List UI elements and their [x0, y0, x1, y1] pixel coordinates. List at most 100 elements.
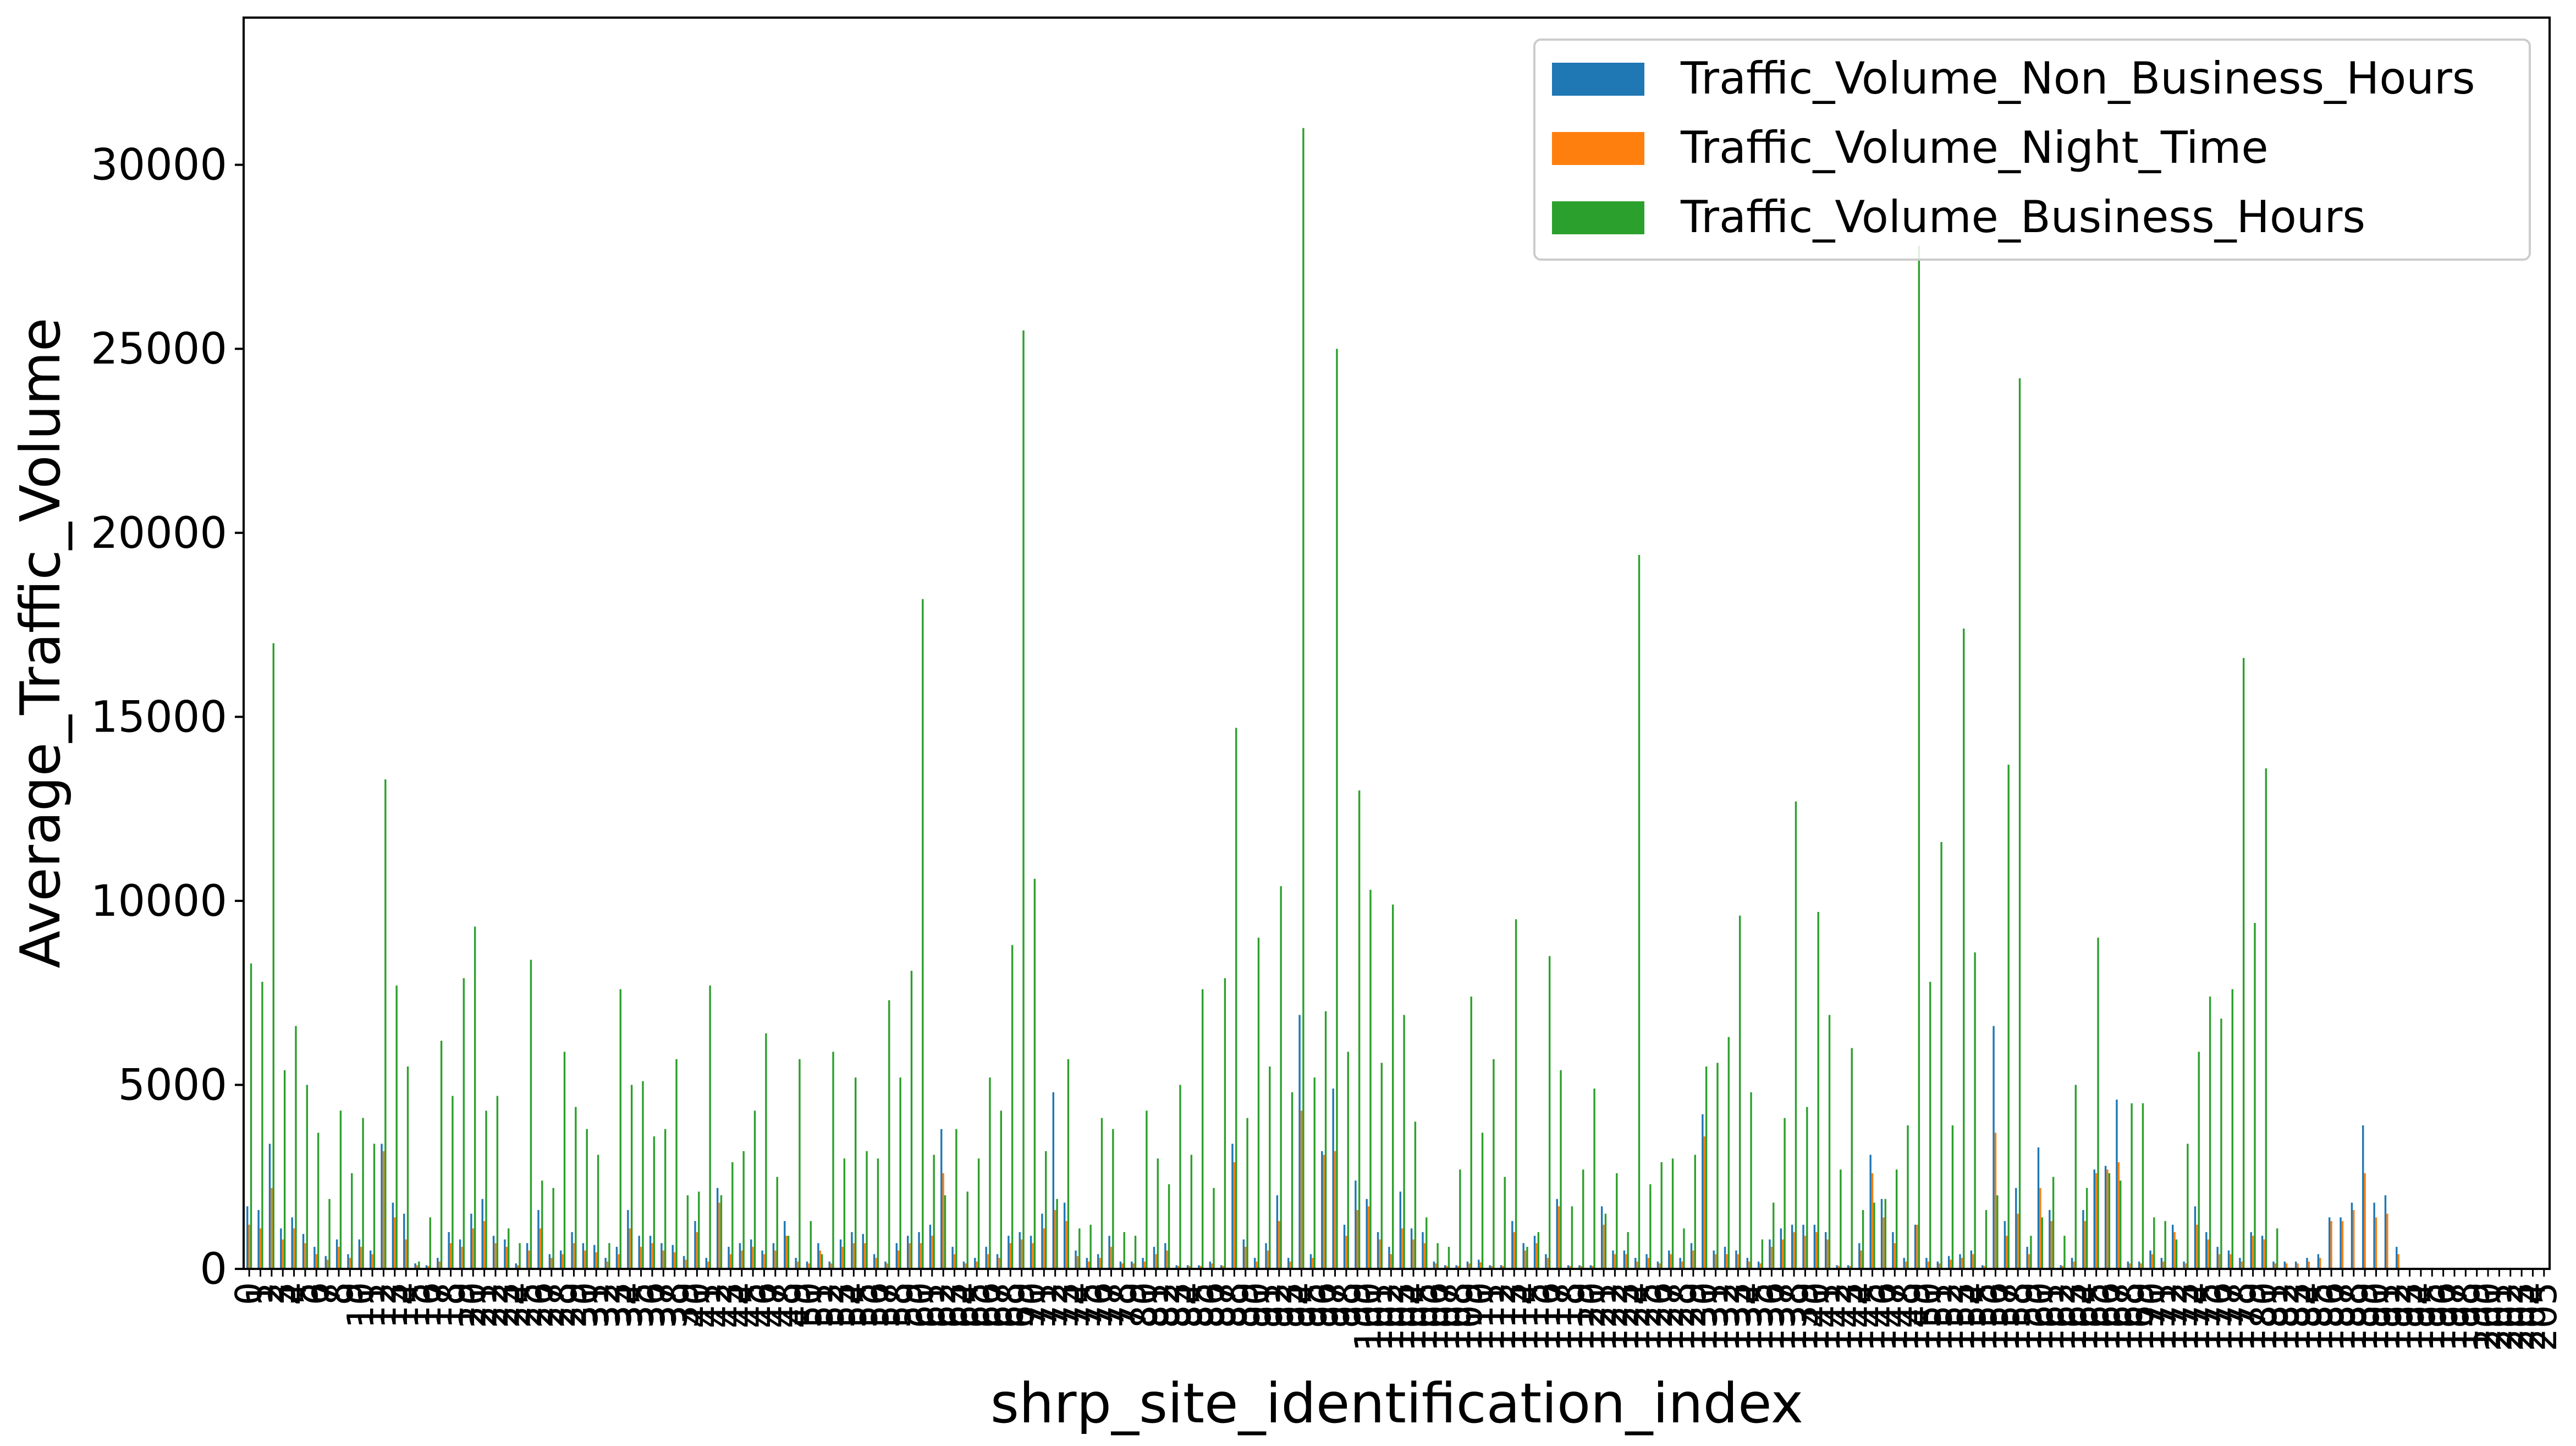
bar-2-37 [664, 1129, 667, 1269]
x-tick-label: 156 [1974, 1282, 2016, 1351]
bar-0-72 [1052, 1092, 1054, 1269]
bar-0-69 [1019, 1232, 1021, 1269]
bar-1-29 [573, 1243, 575, 1269]
bar-0-188 [2351, 1202, 2353, 1269]
bar-2-167 [2120, 1180, 2122, 1269]
bar-1-44 [741, 1250, 743, 1269]
bar-1-145 [1871, 1173, 1874, 1269]
x-tick-label: 138 [1773, 1282, 1815, 1351]
bar-2-137 [1784, 1118, 1786, 1269]
bar-1-189 [2364, 1173, 2366, 1269]
bar-1-131 [1714, 1254, 1717, 1269]
bar-2-3 [283, 1070, 286, 1269]
bar-1-102 [1390, 1254, 1392, 1269]
x-tick-label: 161 [2030, 1282, 2072, 1351]
bar-0-181 [2272, 1261, 2275, 1269]
bar-0-133 [1735, 1250, 1737, 1269]
bar-2-83 [1179, 1085, 1181, 1269]
legend-label-non-business-hours: Traffic_Volume_Non_Business_Hours [1680, 53, 2475, 104]
x-tick-label: 11 [351, 1282, 393, 1328]
x-tick-label: 103 [1381, 1282, 1423, 1351]
bar-0-111 [1489, 1265, 1491, 1269]
bar-1-82 [1166, 1250, 1168, 1269]
bar-1-48 [785, 1235, 788, 1269]
x-tick-label: 44 [720, 1282, 763, 1328]
bar-0-144 [1858, 1243, 1861, 1269]
bar-0-36 [649, 1235, 652, 1269]
bar-0-170 [2149, 1250, 2151, 1269]
bar-0-62 [940, 1129, 943, 1269]
bar-2-116 [1548, 956, 1551, 1269]
y-tick-label: 0 [200, 1245, 227, 1294]
x-tick-label: 113 [1493, 1282, 1535, 1351]
bar-2-103 [1403, 1015, 1405, 1269]
bar-1-129 [1692, 1250, 1694, 1269]
bar-1-170 [2151, 1254, 2154, 1269]
bar-2-161 [2052, 1176, 2055, 1269]
bar-2-61 [933, 1154, 935, 1269]
x-tick-label: 95 [1291, 1282, 1334, 1328]
x-tick-label: 82 [1146, 1282, 1188, 1328]
x-tick-label: 89 [1224, 1282, 1267, 1328]
x-tick-label: 123 [1605, 1282, 1647, 1351]
x-tick-label: 46 [742, 1282, 785, 1328]
bar-0-32 [604, 1257, 607, 1269]
bar-1-32 [606, 1261, 609, 1269]
bar-2-149 [1918, 245, 1920, 1269]
bar-1-191 [2386, 1213, 2388, 1269]
x-tick-label: 39 [664, 1282, 707, 1328]
bar-2-62 [944, 1195, 946, 1269]
bar-0-158 [2015, 1187, 2017, 1269]
bar-2-75 [1089, 1224, 1092, 1269]
bar-1-173 [2184, 1263, 2187, 1269]
x-tick-label: 190 [2355, 1282, 2397, 1351]
bar-0-78 [1119, 1261, 1122, 1269]
x-tick-label: 83 [1157, 1282, 1199, 1328]
bar-2-111 [1493, 1059, 1495, 1269]
bar-0-47 [772, 1243, 775, 1269]
x-tick-label: 128 [1661, 1282, 1703, 1351]
bar-0-51 [817, 1243, 819, 1269]
bar-2-65 [977, 1158, 980, 1269]
x-tick-label: 37 [642, 1282, 684, 1328]
bar-2-20 [474, 926, 476, 1269]
bar-1-175 [2207, 1239, 2209, 1269]
bar-2-34 [630, 1085, 633, 1269]
x-tick-label: 171 [2142, 1282, 2184, 1351]
x-tick-label: 62 [922, 1282, 964, 1328]
bar-1-34 [629, 1228, 631, 1269]
x-tick-label: 42 [698, 1282, 740, 1328]
bar-2-127 [1671, 1158, 1674, 1269]
bar-2-81 [1157, 1158, 1159, 1269]
y-axis-title: Average_Traffic_Volume [8, 317, 73, 968]
x-tick-label: 191 [2366, 1282, 2408, 1351]
x-tick-label: 101 [1358, 1282, 1401, 1351]
bar-1-104 [1412, 1239, 1414, 1269]
bar-0-173 [2183, 1261, 2185, 1269]
bar-1-113 [1513, 1232, 1515, 1269]
bar-0-127 [1668, 1250, 1670, 1269]
bar-0-59 [907, 1235, 909, 1269]
bar-1-58 [898, 1250, 900, 1269]
bar-0-44 [739, 1243, 741, 1269]
bar-0-151 [1936, 1261, 1939, 1269]
x-tick-label: 70 [1011, 1282, 1054, 1328]
x-tick-label: 72 [1034, 1282, 1076, 1328]
bar-2-177 [2231, 989, 2233, 1269]
bar-2-146 [1884, 1198, 1886, 1269]
bar-0-19 [459, 1239, 461, 1269]
bar-2-160 [2041, 1217, 2043, 1269]
bar-2-128 [1683, 1228, 1685, 1269]
bar-2-175 [2209, 996, 2211, 1269]
bar-2-9 [351, 1173, 353, 1269]
bar-1-108 [1457, 1266, 1460, 1269]
x-tick-label: 20 [452, 1282, 494, 1328]
bar-2-90 [1257, 937, 1260, 1269]
x-tick-label: 124 [1616, 1282, 1658, 1351]
bar-0-145 [1869, 1154, 1872, 1269]
x-tick-label: 181 [2254, 1282, 2296, 1351]
bar-0-90 [1253, 1257, 1256, 1269]
y-tick-label: 30000 [91, 141, 227, 190]
bar-0-110 [1478, 1260, 1480, 1269]
bar-1-192 [2397, 1254, 2399, 1269]
